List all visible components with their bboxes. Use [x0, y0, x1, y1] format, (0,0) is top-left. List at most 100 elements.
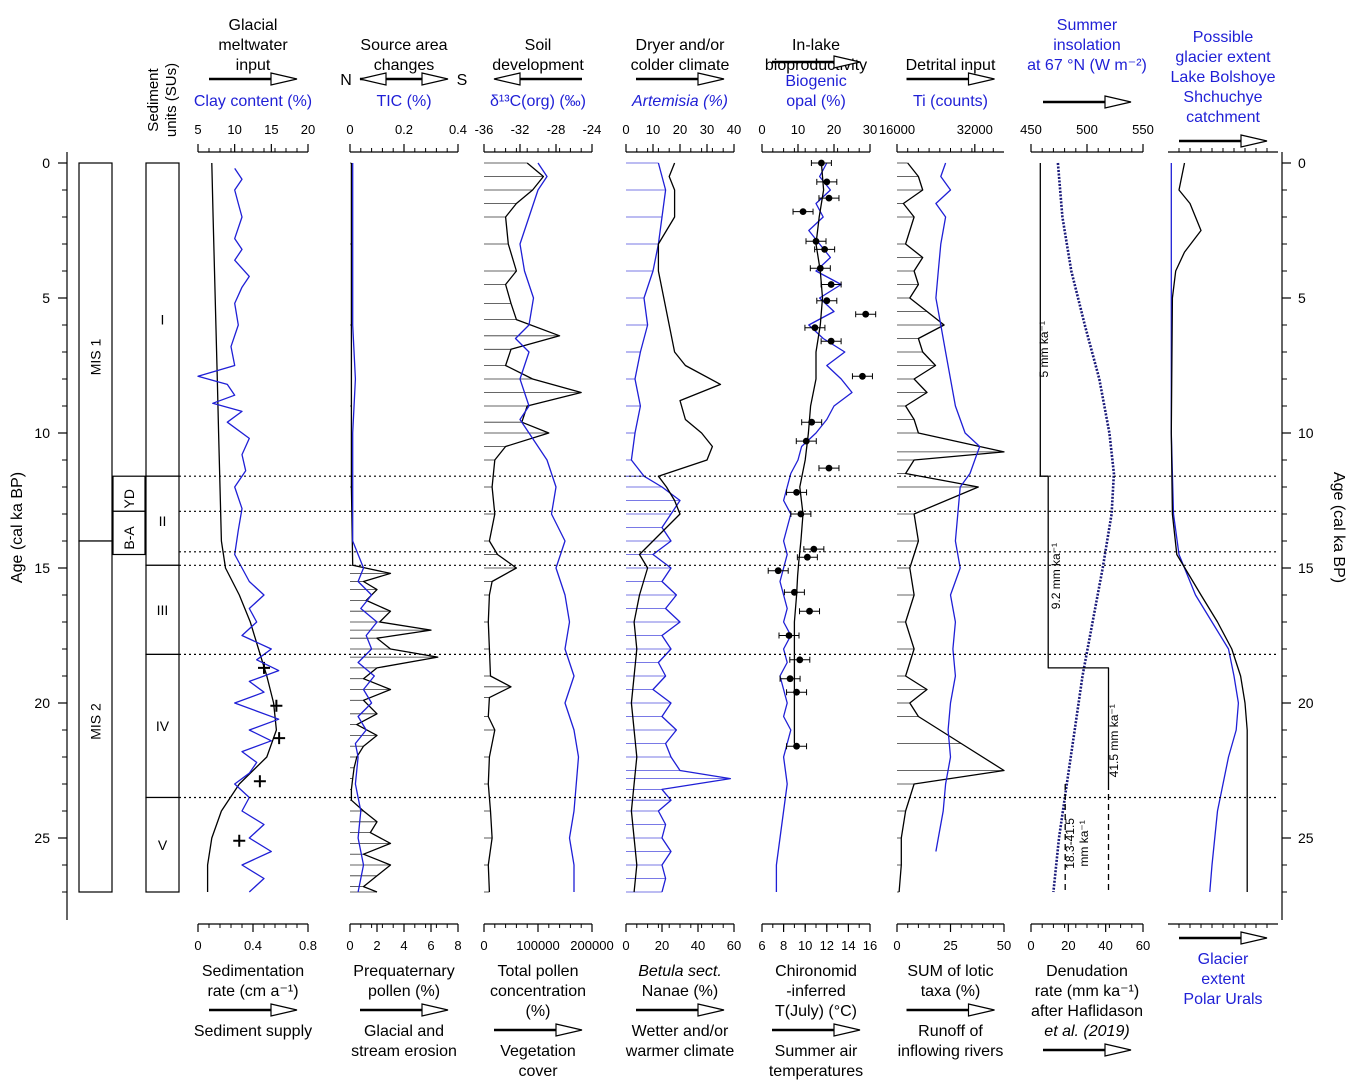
top-axis-tick-label: -28: [547, 122, 566, 137]
bottom-axis-tick-label: 16: [863, 938, 877, 953]
panel-top-title: Summer: [1057, 17, 1118, 34]
panel-bottom-label: Denudation: [1046, 963, 1128, 980]
sediment-unit-label: III: [157, 602, 169, 618]
bottom-axis-tick-label: 100000: [516, 938, 559, 953]
data-point: [812, 237, 820, 245]
panel-5: [767, 159, 877, 892]
top-arrow-head-right: [1104, 95, 1132, 109]
panel-bottom-label: Chironomid: [775, 963, 857, 980]
data-point: [791, 588, 798, 596]
panel-bottom-title: Wetter and/or: [632, 1023, 729, 1040]
top-axis-tick-label: 32000: [957, 122, 993, 137]
mis-zone-box: [78, 162, 113, 542]
sediment-unit-label: IV: [156, 718, 170, 734]
data-point: [816, 264, 824, 272]
age-tick-label-right: 15: [1298, 560, 1314, 576]
age-tick-label-left: 5: [42, 290, 50, 306]
data-point: [774, 567, 782, 575]
bottom-arrow-head-right: [555, 1023, 583, 1037]
bottom-axis-tick-label: 8: [780, 938, 787, 953]
bottom-axis-tick-label: 25: [943, 938, 957, 953]
bottom-axis-tick-label: 0.4: [244, 938, 262, 953]
bottom-axis-tick-label: 0: [1027, 938, 1034, 953]
top-axis-tick-label: 20: [673, 122, 687, 137]
top-axis-tick-label: 20: [827, 122, 841, 137]
sediment-unit-label: II: [159, 513, 167, 529]
top-axis-tick-label: 0.2: [395, 122, 413, 137]
top-arrow: [493, 72, 582, 86]
data-point: [797, 510, 805, 518]
panel-top-label: δ¹³C(org) (‰): [490, 93, 586, 110]
bottom-axis-tick-label: 2: [373, 938, 380, 953]
top-axis-tick-label: 30: [700, 122, 714, 137]
panel-7: [1039, 162, 1116, 893]
data-point: [825, 464, 833, 472]
annotation-label: 41.5 mm ka⁻¹: [1107, 704, 1121, 777]
top-arrow: [1043, 95, 1132, 109]
age-axis-label-right: Age (cal ka BP): [1330, 472, 1347, 583]
age-tick-label-left: 25: [34, 830, 50, 846]
data-point: [859, 372, 866, 380]
bottom-axis-tick-label: 20: [1061, 938, 1075, 953]
mis-zone-label: MIS 2: [88, 703, 104, 740]
top-axis-tick-label: 10: [227, 122, 241, 137]
bottom-arrow: [494, 1023, 583, 1037]
top-axis-tick-label: 40: [727, 122, 741, 137]
panel-top-label: TIC (%): [376, 93, 431, 110]
top-axis-tick-label: 0: [758, 122, 765, 137]
panel-bottom-title: Sediment supply: [194, 1023, 312, 1040]
panel-bottom-label: pollen (%): [368, 983, 440, 1000]
panel-bottom-label: -inferred: [786, 983, 846, 1000]
top-axis-tick-label: 500: [1076, 122, 1098, 137]
top-axis-tick-label: 20: [301, 122, 315, 137]
series-line: [898, 162, 1005, 893]
top-axis-tick-label: 10: [646, 122, 660, 137]
panel-bottom-title: Summer air: [775, 1043, 858, 1060]
data-point: [827, 337, 835, 345]
bottom-arrow: [906, 1003, 995, 1017]
panel-bottom-label: T(July) (°C): [775, 1003, 857, 1020]
bottom-arrow-head-right: [697, 1003, 725, 1017]
panel-bottom-title: inflowing rivers: [898, 1043, 1004, 1060]
age-tick-label-right: 25: [1298, 830, 1314, 846]
top-axis-tick-label: -36: [475, 122, 494, 137]
panel-bottom-label: Total pollen: [498, 963, 579, 980]
panel-top-title: changes: [374, 57, 435, 74]
bottom-arrow: [360, 1003, 449, 1017]
age-tick-label-right: 20: [1298, 695, 1314, 711]
bottom-axis-tick-label: 40: [691, 938, 705, 953]
top-axis-tick-label: 16000: [879, 122, 915, 137]
panel-top-title: colder climate: [631, 57, 730, 74]
data-marker-plus: [233, 834, 246, 847]
bottom-axis-tick-label: 4: [400, 938, 407, 953]
data-point: [793, 742, 800, 750]
bottom-arrow-head-right: [270, 1003, 298, 1017]
data-marker-plus: [273, 732, 286, 745]
series-line: [630, 162, 722, 893]
panel-top-label: Ti (counts): [913, 93, 988, 110]
top-axis-tick-label: 5: [194, 122, 201, 137]
panel-bottom-label: rate (cm a⁻¹): [207, 983, 298, 1000]
bottom-axis-tick-label: 12: [820, 938, 834, 953]
panel-bottom-label: et al. (2019): [1044, 1023, 1129, 1040]
top-arrow-head-left: [359, 72, 387, 86]
panel-bottom-label: Sedimentation: [202, 963, 304, 980]
sediment-units-title: units (SUs): [163, 63, 180, 137]
data-point: [786, 675, 794, 683]
data-point: [811, 324, 819, 332]
panel-bottom-label: rate (mm ka⁻¹): [1035, 983, 1139, 1000]
age-tick-label-left: 15: [34, 560, 50, 576]
panel-top-title: Shchuchye: [1183, 89, 1262, 106]
panel-8: [1170, 162, 1248, 893]
series-line: [350, 163, 439, 893]
bottom-arrow: [1043, 1043, 1132, 1057]
age-axis-label-left: Age (cal ka BP): [9, 472, 26, 583]
data-point: [818, 159, 825, 167]
sediment-unit-box: [145, 796, 180, 893]
panel-top-title: Detrital input: [906, 57, 996, 74]
series-line: [775, 162, 853, 892]
sediment-unit-box: [145, 564, 180, 655]
panel-bottom-label: Betula sect.: [638, 963, 722, 980]
data-point: [821, 246, 829, 253]
series-line: [487, 162, 582, 893]
